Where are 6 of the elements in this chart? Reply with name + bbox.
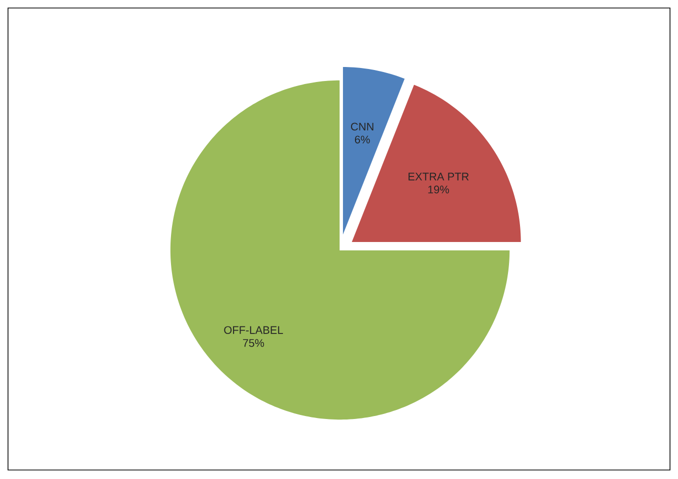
slice-label: CNN [351, 122, 374, 130]
data-label: 19% [428, 186, 450, 194]
slice-label: EXTRA PTR [408, 172, 469, 180]
data-label: 6% [354, 136, 370, 144]
data-label: 75% [243, 339, 264, 347]
slice-label: OFF-LABEL [224, 326, 283, 334]
